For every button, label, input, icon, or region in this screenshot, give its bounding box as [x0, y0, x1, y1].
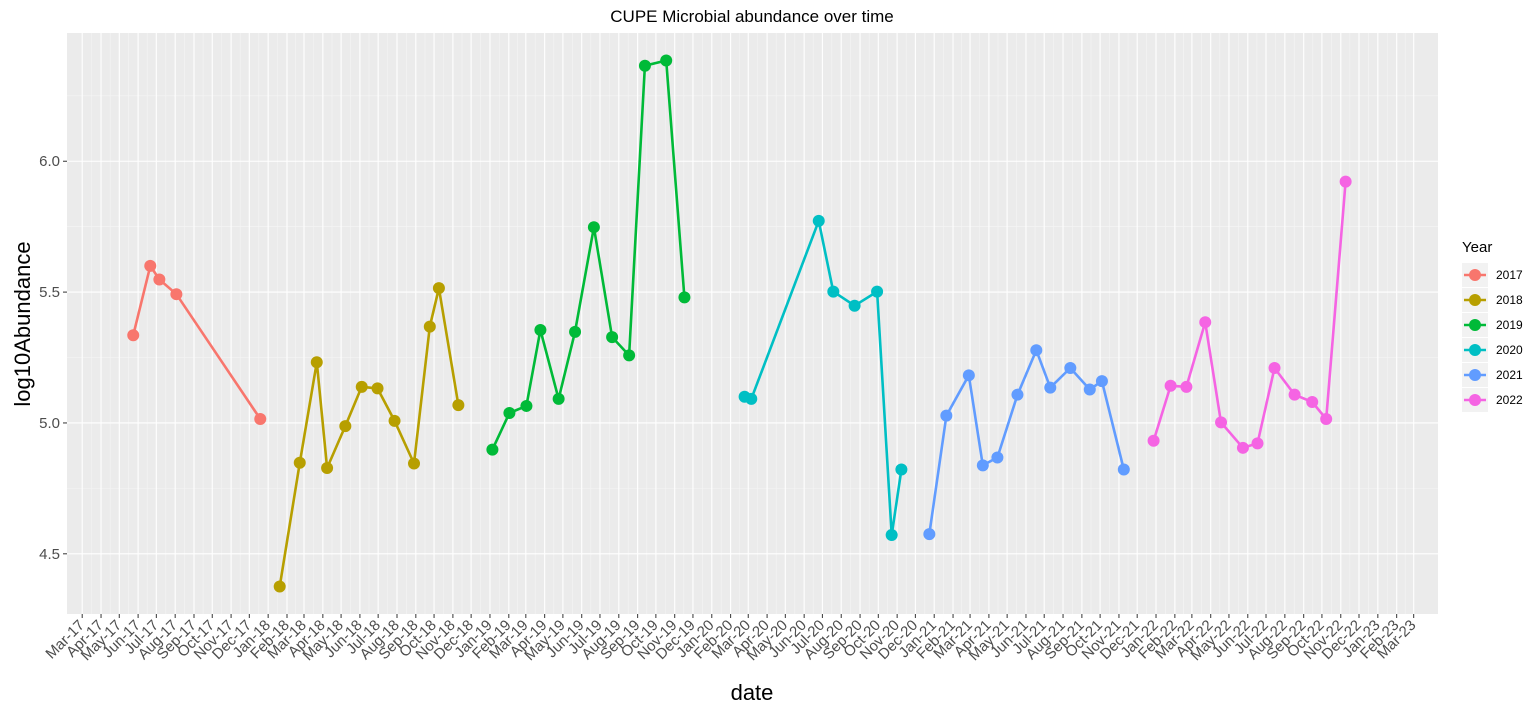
data-point-2022 [1147, 434, 1160, 447]
data-point-2020 [885, 528, 898, 541]
legend: Year 2017 2018 2019 2020 2021 2022 [1462, 239, 1523, 412]
data-point-2018 [273, 580, 286, 593]
data-point-2022 [1180, 380, 1193, 393]
data-point-2021 [962, 369, 975, 382]
y-tick-label: 5.0 [39, 415, 60, 432]
data-point-2017 [254, 413, 267, 426]
data-point-2017 [153, 273, 166, 286]
data-point-2022 [1251, 437, 1264, 450]
data-point-2020 [812, 214, 825, 227]
data-point-2018 [321, 461, 334, 474]
legend-key-point [1469, 344, 1481, 356]
plot-panel [67, 33, 1438, 614]
minor-gridlines [67, 33, 1438, 614]
data-point-2021 [1064, 361, 1077, 374]
data-point-2019 [486, 443, 499, 456]
data-point-2022 [1339, 175, 1352, 188]
data-point-2021 [991, 451, 1004, 464]
data-point-2018 [355, 380, 368, 393]
data-point-2018 [432, 282, 445, 295]
data-point-2022 [1199, 316, 1212, 329]
series-line-2018 [278, 286, 460, 587]
x-axis-title: date [731, 680, 774, 705]
legend-label: 2020 [1496, 343, 1523, 357]
data-point-2021 [1044, 381, 1057, 394]
data-point-2022 [1268, 361, 1281, 374]
legend-title: Year [1462, 239, 1492, 256]
data-point-2022 [1320, 413, 1333, 426]
y-tick-label: 6.0 [39, 153, 60, 170]
data-point-2017 [170, 288, 183, 301]
data-point-2019 [606, 331, 619, 344]
legend-key-point [1469, 269, 1481, 281]
y-tick-label: 5.5 [39, 284, 60, 301]
data-point-2020 [827, 285, 840, 298]
data-point-2019 [587, 221, 600, 234]
data-point-2019 [623, 349, 636, 362]
legend-label: 2017 [1496, 268, 1523, 282]
data-point-2021 [1083, 383, 1096, 396]
data-point-2022 [1164, 379, 1177, 392]
legend-label: 2018 [1496, 293, 1523, 307]
data-point-2021 [923, 528, 936, 541]
series-points [127, 54, 1352, 593]
data-point-2020 [895, 463, 908, 476]
legend-key-point [1469, 394, 1481, 406]
major-gridlines [67, 33, 1438, 614]
data-point-2019 [503, 407, 516, 420]
y-axis-title: log10Abundance [10, 241, 35, 406]
data-point-2019 [569, 325, 582, 338]
data-point-2019 [552, 392, 565, 405]
legend-label: 2021 [1496, 368, 1523, 382]
legend-label: 2019 [1496, 318, 1523, 332]
data-point-2018 [423, 320, 436, 333]
data-point-2020 [871, 285, 884, 298]
data-point-2019 [638, 59, 651, 72]
legend-key-point [1469, 319, 1481, 331]
data-point-2017 [127, 329, 140, 342]
data-point-2021 [1117, 463, 1130, 476]
y-tick-label: 4.5 [39, 546, 60, 563]
data-point-2021 [976, 459, 989, 472]
data-point-2018 [293, 456, 306, 469]
data-point-2018 [388, 414, 401, 427]
data-point-2019 [534, 324, 547, 337]
data-point-2018 [408, 457, 421, 470]
data-point-2020 [848, 299, 861, 312]
legend-key-point [1469, 369, 1481, 381]
data-point-2021 [940, 409, 953, 422]
data-point-2017 [144, 259, 157, 272]
data-point-2019 [678, 291, 691, 304]
data-point-2020 [745, 392, 758, 405]
data-point-2018 [371, 382, 384, 395]
y-axis: 4.5 5.0 5.5 6.0 [39, 153, 67, 563]
data-point-2019 [660, 54, 673, 67]
data-point-2018 [310, 356, 323, 369]
data-point-2022 [1215, 416, 1228, 429]
data-point-2018 [452, 399, 465, 412]
data-point-2022 [1306, 396, 1319, 409]
data-point-2021 [1030, 344, 1043, 357]
chart-title: CUPE Microbial abundance over time [610, 7, 893, 26]
data-point-2018 [339, 420, 352, 433]
data-point-2021 [1095, 375, 1108, 388]
data-point-2019 [520, 399, 533, 412]
data-point-2022 [1288, 388, 1301, 401]
legend-label: 2022 [1496, 393, 1523, 407]
x-axis: Mar-17Apr-17May-17Jun-17Jul-17Aug-17Sep-… [42, 614, 1420, 664]
legend-key-point [1469, 294, 1481, 306]
data-point-2021 [1011, 388, 1024, 401]
data-point-2022 [1236, 441, 1249, 454]
series-line-2020 [744, 219, 903, 537]
